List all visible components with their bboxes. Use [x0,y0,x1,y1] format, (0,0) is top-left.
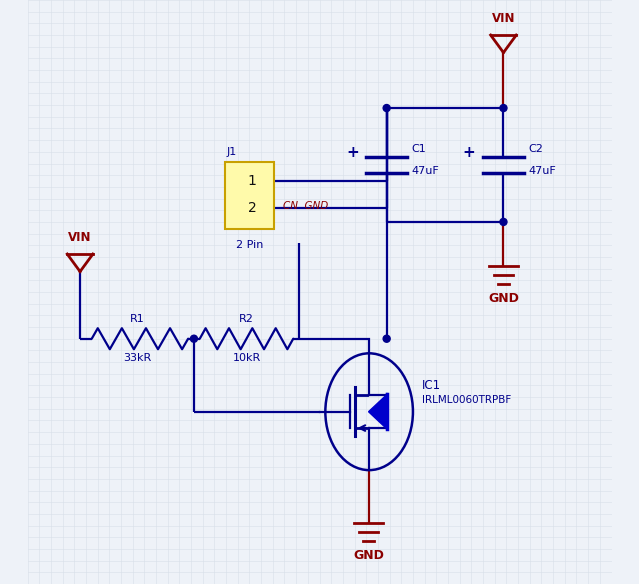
Text: 2 Pin: 2 Pin [236,239,263,250]
Text: CN  GND: CN GND [283,200,328,211]
Circle shape [383,105,390,112]
Text: GND: GND [488,292,519,305]
Circle shape [190,335,197,342]
Circle shape [383,335,390,342]
Text: C1: C1 [411,144,426,154]
Text: R1: R1 [130,314,144,324]
Text: IRLML0060TRPBF: IRLML0060TRPBF [422,395,511,405]
Circle shape [500,218,507,225]
Text: 1: 1 [248,174,257,188]
Text: 47uF: 47uF [411,166,439,176]
Text: VIN: VIN [491,12,515,25]
Text: 2: 2 [248,201,257,215]
Polygon shape [369,394,387,429]
Text: J1: J1 [227,147,237,157]
Text: GND: GND [353,549,384,562]
Text: VIN: VIN [68,231,92,244]
Circle shape [500,105,507,112]
FancyBboxPatch shape [224,162,274,229]
Text: 47uF: 47uF [528,166,556,176]
Text: +: + [346,145,358,160]
Text: +: + [463,145,475,160]
Text: R2: R2 [239,314,254,324]
Text: 33kR: 33kR [123,353,151,363]
Text: 10kR: 10kR [233,353,261,363]
Text: IC1: IC1 [422,379,441,392]
Text: C2: C2 [528,144,543,154]
